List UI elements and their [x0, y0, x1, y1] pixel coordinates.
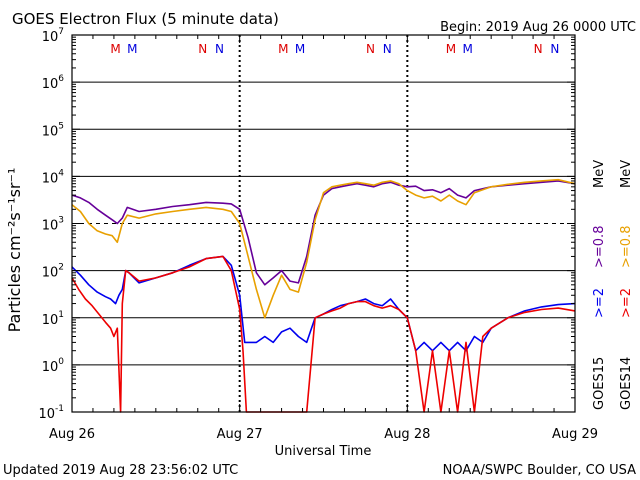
mn-marker: M: [110, 42, 120, 56]
series-line-3: [71, 255, 576, 413]
mn-marker: M: [127, 42, 137, 56]
x-tick-label: Aug 27: [217, 427, 263, 442]
legend-goes14-ge08: >=0.8: [619, 226, 634, 268]
legend-mev-1: MeV: [592, 160, 607, 188]
chart-title: GOES Electron Flux (5 minute data): [12, 10, 279, 28]
mn-marker: N: [366, 42, 375, 56]
x-axis-ticks: Aug 26 Aug 27 Aug 28 Aug 29: [49, 35, 598, 442]
credit-label: NOAA/SWPC Boulder, CO USA: [443, 463, 636, 478]
mn-marker: M: [446, 42, 456, 56]
series-line-0: [71, 180, 576, 286]
legend-mev-2: MeV: [619, 160, 634, 188]
x-tick-label: Aug 29: [552, 427, 598, 442]
y-axis-label: Particles cm⁻²s⁻¹sr⁻¹: [5, 168, 24, 333]
series-layer: [71, 178, 576, 413]
y-tick-label: 100: [42, 357, 65, 375]
y-tick-label: 101: [42, 310, 64, 328]
mn-marker: M: [295, 42, 305, 56]
legend-goes14-ge2: >=2: [619, 288, 634, 318]
y-tick-label: 102: [42, 263, 64, 281]
begin-label: Begin: 2019 Aug 26 0000 UTC: [440, 20, 636, 35]
legend-goes15-label: GOES15: [592, 357, 607, 410]
x-tick-label: Aug 26: [49, 427, 95, 442]
legend-goes15-ge08: >=0.8: [592, 226, 607, 268]
mn-marker: N: [534, 42, 543, 56]
y-axis-ticks: 10-1 100 101 102 103 104 105 106 107: [38, 27, 575, 422]
grid-lines: [72, 81, 575, 366]
mn-marker: N: [383, 42, 392, 56]
series-line-1: [71, 178, 576, 319]
updated-timestamp: Updated 2019 Aug 28 23:56:02 UTC: [3, 463, 238, 478]
legend-goes14-label: GOES14: [619, 357, 634, 410]
y-tick-label: 106: [42, 74, 65, 92]
y-tick-label: 107: [42, 27, 64, 45]
mn-marker: N: [198, 42, 207, 56]
x-tick-label: Aug 28: [384, 427, 430, 442]
legend-goes15-ge2: >=2: [592, 288, 607, 318]
mn-marker: N: [215, 42, 224, 56]
mn-marker: M: [463, 42, 473, 56]
y-tick-label: 105: [42, 121, 64, 139]
legend: GOES15 >=2 >=0.8 MeV GOES14 >=2 >=0.8 Me…: [592, 160, 634, 410]
x-axis-label: Universal Time: [275, 444, 372, 459]
y-tick-label: 10-1: [38, 404, 64, 422]
mn-marker: M: [278, 42, 288, 56]
y-tick-label: 103: [42, 216, 64, 234]
y-tick-label: 104: [42, 168, 65, 186]
mn-marker: N: [550, 42, 559, 56]
